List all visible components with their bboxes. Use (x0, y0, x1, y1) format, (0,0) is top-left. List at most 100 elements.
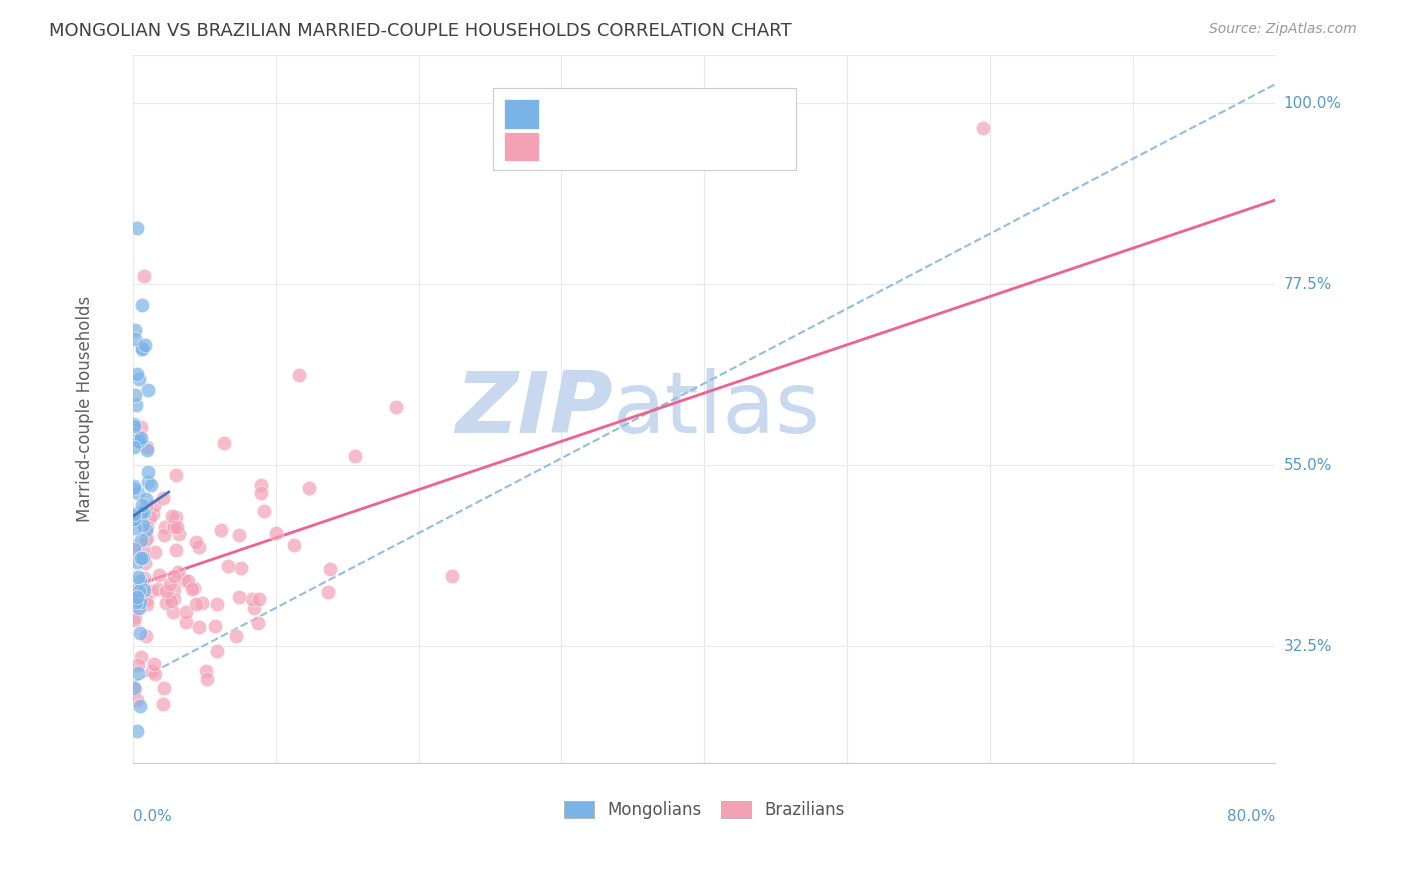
Point (124, 388, 146, 402)
Point (228, 527, 250, 541)
Point (134, 556, 156, 570)
Point (127, 486, 149, 500)
Point (125, 590, 148, 604)
Point (122, 541, 145, 556)
Point (148, 568, 170, 582)
Point (136, 384, 159, 398)
Point (127, 600, 149, 615)
Point (240, 592, 263, 607)
Point (124, 610, 146, 624)
Point (131, 342, 153, 356)
Point (124, 595, 146, 609)
Point (122, 592, 145, 607)
Point (124, 613, 146, 627)
Point (124, 513, 146, 527)
Point (162, 519, 184, 533)
Point (181, 582, 204, 596)
Point (128, 372, 150, 386)
Point (127, 666, 149, 681)
Point (134, 571, 156, 585)
Point (131, 341, 153, 355)
Point (163, 520, 186, 534)
Point (188, 620, 211, 634)
Point (135, 629, 157, 643)
Point (129, 699, 152, 714)
Point (184, 535, 207, 549)
Text: 100.0%: 100.0% (1284, 96, 1341, 111)
Point (131, 498, 153, 512)
Point (135, 593, 157, 607)
Point (128, 434, 150, 449)
Point (124, 507, 146, 521)
Point (152, 491, 174, 505)
Point (135, 443, 157, 458)
Point (136, 465, 159, 479)
Point (125, 367, 148, 381)
Point (283, 538, 305, 552)
Point (146, 582, 169, 596)
Point (124, 599, 146, 613)
Point (124, 539, 146, 553)
Text: atlas: atlas (613, 368, 821, 450)
Point (160, 593, 183, 607)
Point (129, 551, 152, 566)
Point (173, 573, 195, 587)
Point (253, 504, 276, 518)
Point (122, 681, 145, 696)
Point (135, 597, 157, 611)
Point (183, 581, 205, 595)
Point (132, 583, 155, 598)
Point (124, 508, 146, 523)
Point (134, 269, 156, 284)
Point (132, 505, 155, 519)
Point (143, 666, 166, 681)
Point (128, 583, 150, 598)
Point (135, 524, 157, 538)
Point (129, 626, 152, 640)
Point (125, 433, 148, 447)
Point (127, 570, 149, 584)
Point (187, 540, 209, 554)
Point (135, 440, 157, 454)
Point (128, 574, 150, 588)
Point (129, 650, 152, 665)
Point (166, 510, 188, 524)
Point (127, 693, 149, 707)
Point (129, 551, 152, 566)
Point (122, 440, 145, 454)
Text: 32.5%: 32.5% (1284, 639, 1333, 654)
Point (246, 615, 269, 630)
Point (129, 431, 152, 445)
Point (132, 512, 155, 526)
Point (217, 558, 239, 573)
Point (124, 417, 146, 431)
Point (142, 499, 165, 513)
Point (191, 596, 214, 610)
Point (155, 596, 177, 610)
Text: R = 0.081   N = 59: R = 0.081 N = 59 (548, 105, 727, 123)
Point (384, 400, 406, 414)
Point (212, 436, 235, 450)
Point (316, 585, 339, 599)
Point (127, 658, 149, 673)
Point (124, 682, 146, 697)
Point (125, 512, 148, 526)
Point (125, 398, 148, 412)
Point (139, 510, 162, 524)
Point (141, 477, 163, 491)
Point (131, 533, 153, 547)
Text: 0.0%: 0.0% (134, 809, 172, 824)
Point (125, 555, 148, 569)
Point (250, 477, 273, 491)
Point (127, 221, 149, 235)
Point (162, 569, 184, 583)
Point (124, 584, 146, 599)
FancyBboxPatch shape (505, 132, 538, 161)
Point (124, 323, 146, 337)
Point (184, 598, 207, 612)
Point (288, 368, 311, 383)
Legend: Mongolians, Brazilians: Mongolians, Brazilians (557, 794, 852, 826)
Point (122, 479, 145, 493)
Point (209, 523, 232, 537)
Point (122, 418, 145, 433)
